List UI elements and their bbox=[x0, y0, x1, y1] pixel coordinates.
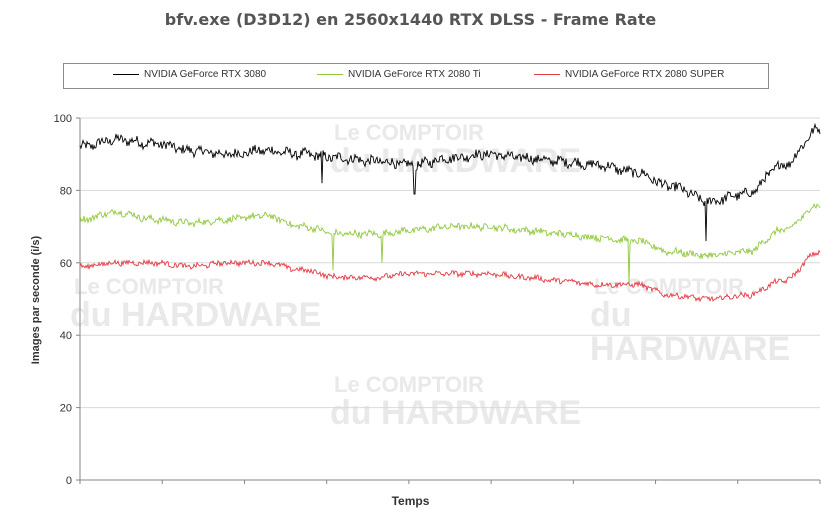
y-tick-label-40: 40 bbox=[60, 330, 72, 342]
legend-swatch-rtx-2080-super bbox=[534, 74, 560, 75]
y-tick-label-60: 60 bbox=[60, 258, 72, 270]
legend: NVIDIA GeForce RTX 3080 NVIDIA GeForce R… bbox=[63, 63, 769, 89]
series-line-nvidia-geforce-rtx-3080 bbox=[79, 122, 821, 242]
legend-item-rtx-2080-super: NVIDIA GeForce RTX 2080 SUPER bbox=[534, 69, 724, 80]
legend-item-rtx-2080-ti: NVIDIA GeForce RTX 2080 Ti bbox=[317, 69, 481, 80]
y-tick-label-20: 20 bbox=[60, 403, 72, 415]
legend-label-rtx-2080-ti: NVIDIA GeForce RTX 2080 Ti bbox=[348, 69, 481, 80]
legend-label-rtx-3080: NVIDIA GeForce RTX 3080 bbox=[144, 69, 267, 80]
series-line-nvidia-geforce-rtx-2080-ti bbox=[79, 203, 821, 285]
y-tick-label-0: 0 bbox=[66, 475, 72, 487]
y-axis-label: Images par seconde (i/s) bbox=[30, 235, 42, 365]
series-line-nvidia-geforce-rtx-2080-super bbox=[79, 249, 821, 303]
legend-swatch-rtx-2080-ti bbox=[317, 74, 343, 75]
legend-swatch-rtx-3080 bbox=[113, 74, 139, 75]
legend-label-rtx-2080-super: NVIDIA GeForce RTX 2080 SUPER bbox=[565, 69, 725, 80]
x-axis-label: Temps bbox=[391, 494, 430, 508]
legend-item-rtx-3080: NVIDIA GeForce RTX 3080 bbox=[113, 69, 266, 80]
y-tick-label-80: 80 bbox=[60, 185, 72, 197]
y-tick-label-100: 100 bbox=[54, 113, 72, 125]
chart-title: bfv.exe (D3D12) en 2560x1440 RTX DLSS - … bbox=[164, 10, 657, 29]
